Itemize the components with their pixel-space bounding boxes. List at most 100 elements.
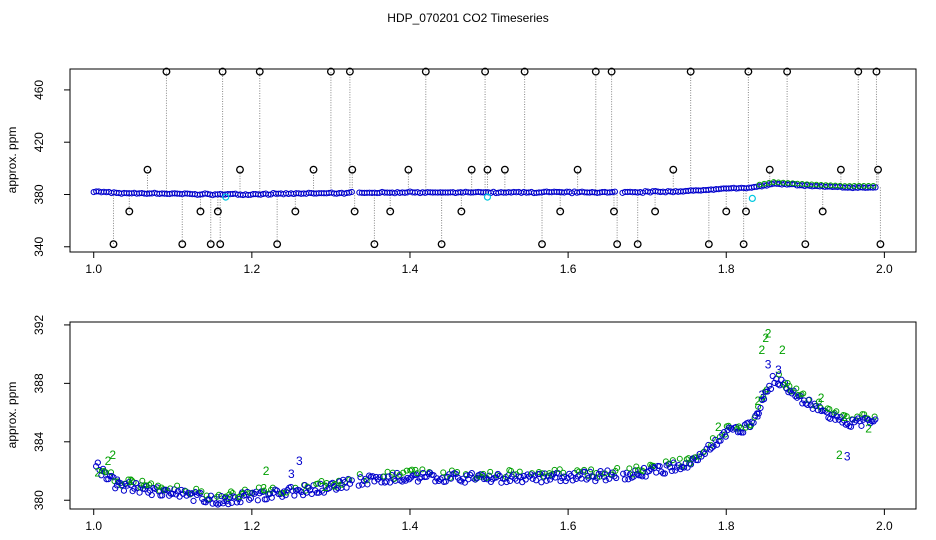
panel-bottom-raw-point bbox=[626, 465, 633, 472]
panel-bottom-marker-2: 2 bbox=[105, 454, 112, 468]
panel-bottom-point bbox=[667, 464, 674, 471]
panel-bottom-raw-point bbox=[363, 477, 370, 484]
panel-bottom-raw-point bbox=[685, 455, 692, 462]
panel-bottom-raw-point bbox=[633, 463, 640, 470]
panel-bottom-raw-point bbox=[793, 385, 800, 392]
panel-bottom-point bbox=[623, 469, 630, 476]
panel-top-spike-point bbox=[669, 165, 678, 174]
panel-bottom-point bbox=[430, 472, 437, 479]
panel-bottom-raw-point bbox=[198, 488, 205, 495]
panel-bottom-point bbox=[494, 470, 502, 478]
panel-bottom-point bbox=[319, 487, 326, 494]
panel-top-y-tick-label: 420 bbox=[32, 132, 46, 152]
panel-bottom-point bbox=[479, 472, 486, 479]
panel-bottom-point bbox=[218, 493, 225, 500]
panel-bottom-point bbox=[620, 470, 627, 477]
panel-bottom-point bbox=[613, 474, 620, 482]
panel-bottom-marker-3: 3 bbox=[775, 363, 782, 377]
panel-bottom-axes: 1.0 1.2 1.4 1.6 1.8 2.0 380 384 388 392 bbox=[32, 315, 893, 533]
panel-top-spike-point bbox=[457, 207, 466, 216]
panel-bottom-raw-point bbox=[419, 466, 426, 473]
panel-bottom-point bbox=[503, 478, 510, 486]
panel-bottom-raw-point bbox=[614, 464, 621, 471]
panel-bottom-point bbox=[701, 450, 708, 457]
panel-bottom-y-tick-label: 388 bbox=[32, 373, 46, 393]
panel-bottom-raw-point bbox=[516, 468, 523, 475]
panel-bottom-raw-point bbox=[612, 467, 619, 474]
panel-bottom-point bbox=[225, 501, 232, 508]
panel-bottom-point bbox=[287, 483, 295, 491]
panel-bottom-marker-3: 3 bbox=[765, 357, 772, 371]
panel-top-spike-point bbox=[520, 67, 529, 76]
panel-bottom-point bbox=[555, 470, 562, 477]
panel-bottom-raw-point bbox=[454, 469, 461, 476]
panel-bottom-raw-point bbox=[408, 466, 415, 473]
panel-bottom-point bbox=[529, 475, 536, 482]
panel-bottom-point bbox=[174, 488, 181, 495]
panel-bottom-point bbox=[131, 485, 138, 492]
panel-bottom-point bbox=[273, 487, 281, 494]
panel-bottom-x-tick-label: 1.6 bbox=[560, 519, 577, 533]
panel-top-spike-point bbox=[876, 240, 885, 249]
panel-bottom-point bbox=[755, 410, 762, 417]
panel-bottom-marker-2: 2 bbox=[762, 331, 769, 345]
panel-bottom-point bbox=[833, 413, 841, 420]
panel-top-spike-point bbox=[206, 240, 215, 249]
panel-bottom-point bbox=[710, 443, 717, 450]
panel-bottom-point bbox=[376, 474, 383, 481]
panel-bottom-point bbox=[346, 480, 354, 487]
panel-top-spike-point bbox=[467, 165, 476, 174]
panel-top-spike-point bbox=[633, 240, 642, 249]
panel-bottom-point bbox=[569, 477, 576, 484]
panel-bottom-point bbox=[599, 470, 606, 477]
panel-bottom-marker-3: 3 bbox=[758, 388, 765, 402]
panel-bottom-point bbox=[386, 479, 394, 486]
panel-bottom-marker-3: 3 bbox=[114, 474, 121, 488]
panel-bottom-point bbox=[279, 493, 286, 500]
panel-bottom-raw-point bbox=[574, 467, 581, 474]
panel-bottom-raw-point bbox=[389, 469, 396, 476]
panel-bottom-point bbox=[259, 488, 267, 495]
panel-bottom-point bbox=[694, 457, 702, 464]
panel-bottom-point bbox=[472, 476, 479, 483]
panel-bottom-point bbox=[543, 477, 550, 484]
panel-top-y-tick-label: 460 bbox=[32, 80, 46, 100]
panel-top-spike-point bbox=[836, 165, 845, 174]
panel-bottom-point bbox=[414, 478, 421, 485]
panel-top-spike-point bbox=[273, 240, 282, 249]
panel-bottom-point bbox=[369, 473, 376, 480]
panel-top-spike-point bbox=[722, 207, 731, 216]
panel-bottom-x-tick-label: 1.2 bbox=[244, 519, 261, 533]
panel-top-spike-point bbox=[291, 207, 300, 216]
panel-top-spike-point bbox=[348, 165, 357, 174]
panel-top-spike-point bbox=[218, 67, 227, 76]
panel-top-ylabel: approx. ppm bbox=[5, 127, 19, 194]
panel-bottom-point bbox=[320, 489, 328, 496]
panel-bottom-raw-point bbox=[323, 480, 330, 487]
panel-bottom-marker-3: 3 bbox=[844, 449, 851, 463]
panel-bottom-raw-point bbox=[440, 469, 447, 476]
panel-top-spike-point bbox=[437, 240, 446, 249]
panel-top-spike-point bbox=[216, 240, 225, 249]
panel-top-spike-point bbox=[213, 207, 222, 216]
panel-top-spike-point bbox=[610, 207, 618, 216]
panel-bottom-raw-point bbox=[539, 470, 546, 477]
panel-top-spike-point bbox=[744, 67, 753, 76]
panel-bottom-point bbox=[159, 492, 166, 499]
panel-top-spike-point bbox=[556, 207, 565, 216]
panel-top-spike-point bbox=[818, 207, 827, 216]
panel-bottom-point bbox=[757, 404, 764, 412]
panel-bottom-marker-2: 2 bbox=[758, 343, 765, 357]
panel-bottom-marker-2: 2 bbox=[94, 465, 101, 479]
panel-bottom-frame bbox=[69, 321, 917, 510]
panel-bottom-point bbox=[760, 396, 768, 403]
panel-bottom-point bbox=[661, 470, 668, 477]
panel-bottom-point bbox=[708, 444, 715, 451]
panel-bottom-point bbox=[793, 394, 801, 401]
panel-bottom-marker-2: 2 bbox=[765, 327, 772, 341]
panel-bottom-marker-2: 2 bbox=[715, 420, 722, 434]
panel-bottom-point bbox=[847, 423, 855, 430]
panel-top-spike-points bbox=[109, 67, 885, 249]
panel-top-spike-point bbox=[874, 165, 882, 174]
